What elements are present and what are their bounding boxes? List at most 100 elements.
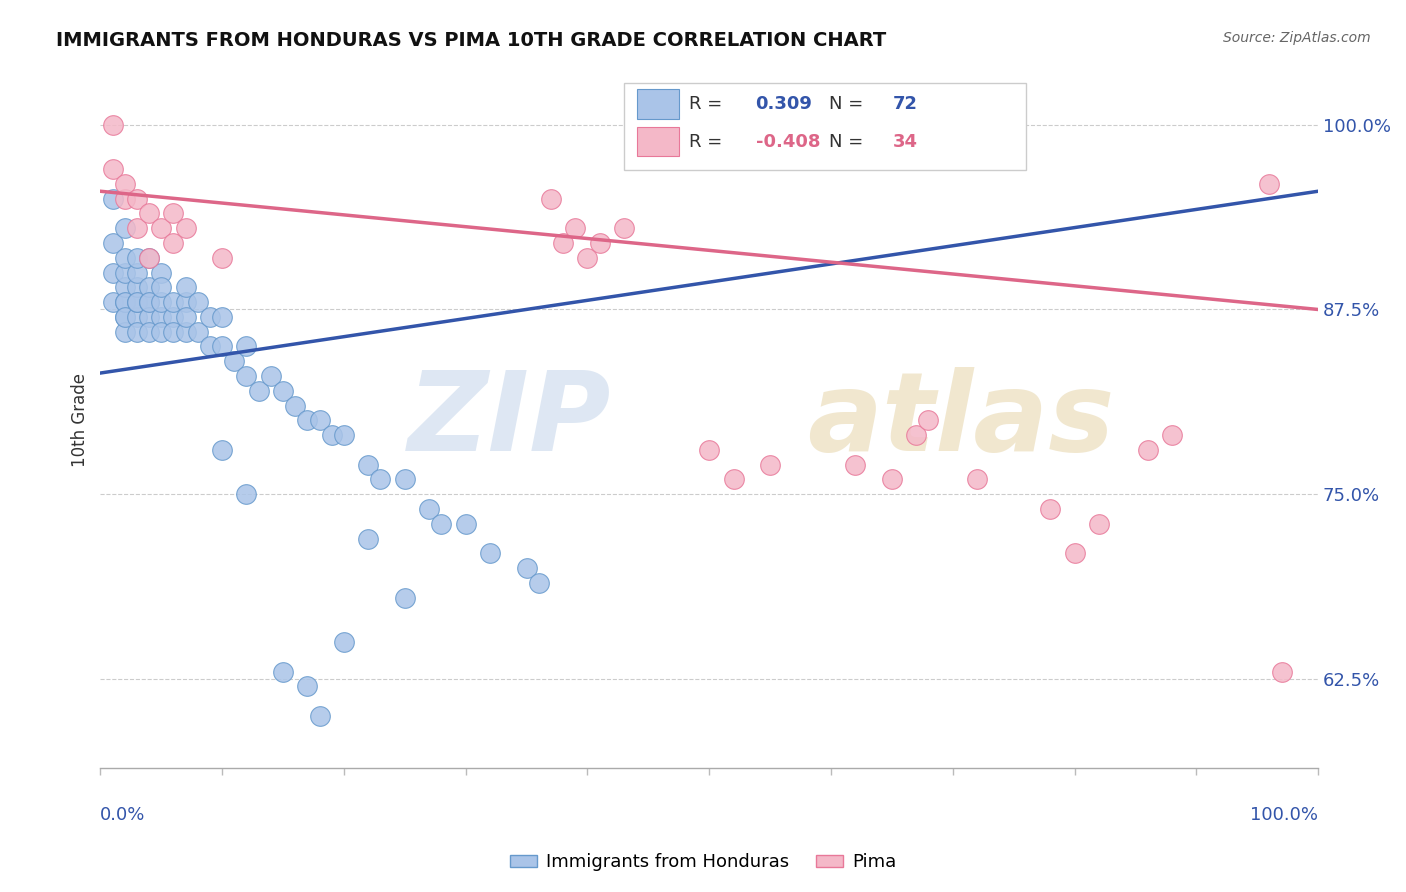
Point	[564, 221, 586, 235]
Point	[966, 473, 988, 487]
Point	[174, 295, 197, 310]
Point	[260, 369, 283, 384]
Point	[138, 251, 160, 265]
FancyBboxPatch shape	[637, 127, 679, 156]
Point	[101, 295, 124, 310]
Point	[114, 177, 136, 191]
Text: 0.309: 0.309	[755, 95, 813, 113]
Point	[1063, 546, 1085, 560]
Point	[1258, 177, 1281, 191]
Point	[162, 295, 184, 310]
Point	[418, 502, 440, 516]
Legend: Immigrants from Honduras, Pima: Immigrants from Honduras, Pima	[502, 847, 904, 879]
Point	[114, 295, 136, 310]
Text: IMMIGRANTS FROM HONDURAS VS PIMA 10TH GRADE CORRELATION CHART: IMMIGRANTS FROM HONDURAS VS PIMA 10TH GR…	[56, 31, 887, 50]
Point	[454, 516, 477, 531]
Point	[211, 310, 233, 324]
Point	[235, 339, 257, 353]
Point	[905, 428, 928, 442]
Point	[150, 266, 173, 280]
Text: atlas: atlas	[807, 367, 1114, 474]
Point	[162, 206, 184, 220]
Point	[125, 266, 148, 280]
Point	[527, 576, 550, 591]
Point	[394, 473, 416, 487]
Point	[114, 192, 136, 206]
Point	[125, 192, 148, 206]
Point	[479, 546, 502, 560]
Point	[125, 325, 148, 339]
Point	[723, 473, 745, 487]
Y-axis label: 10th Grade: 10th Grade	[72, 374, 89, 467]
Point	[588, 235, 610, 250]
Point	[430, 516, 453, 531]
Point	[321, 428, 343, 442]
Point	[150, 310, 173, 324]
Point	[101, 192, 124, 206]
Point	[297, 413, 319, 427]
Text: R =: R =	[689, 95, 727, 113]
Point	[101, 266, 124, 280]
Point	[211, 442, 233, 457]
Point	[174, 325, 197, 339]
Point	[844, 458, 866, 472]
Point	[150, 295, 173, 310]
Point	[125, 221, 148, 235]
Point	[187, 295, 209, 310]
Point	[150, 221, 173, 235]
Point	[138, 206, 160, 220]
Point	[174, 221, 197, 235]
Point	[198, 310, 221, 324]
Point	[114, 310, 136, 324]
Point	[211, 251, 233, 265]
Point	[187, 325, 209, 339]
Text: N =: N =	[828, 133, 869, 151]
Point	[235, 369, 257, 384]
Point	[125, 280, 148, 294]
Point	[613, 221, 636, 235]
Point	[880, 473, 903, 487]
Point	[138, 325, 160, 339]
Point	[101, 162, 124, 177]
Point	[125, 310, 148, 324]
Point	[114, 221, 136, 235]
Point	[162, 235, 184, 250]
Point	[333, 428, 356, 442]
Point	[101, 118, 124, 132]
Point	[101, 235, 124, 250]
Point	[162, 310, 184, 324]
Point	[125, 295, 148, 310]
Point	[138, 295, 160, 310]
Point	[174, 280, 197, 294]
Point	[138, 251, 160, 265]
Point	[516, 561, 538, 575]
Point	[211, 339, 233, 353]
Point	[284, 399, 307, 413]
Point	[150, 325, 173, 339]
Point	[333, 635, 356, 649]
Point	[138, 295, 160, 310]
Point	[553, 235, 575, 250]
Point	[576, 251, 599, 265]
Point	[114, 280, 136, 294]
Point	[1161, 428, 1184, 442]
Point	[271, 665, 294, 679]
Point	[114, 295, 136, 310]
Point	[138, 310, 160, 324]
Point	[357, 458, 380, 472]
Point	[271, 384, 294, 398]
Point	[114, 266, 136, 280]
Point	[540, 192, 562, 206]
Text: Source: ZipAtlas.com: Source: ZipAtlas.com	[1223, 31, 1371, 45]
Point	[162, 325, 184, 339]
Point	[138, 280, 160, 294]
Text: R =: R =	[689, 133, 727, 151]
Point	[1088, 516, 1111, 531]
Point	[1039, 502, 1062, 516]
Point	[1136, 442, 1159, 457]
Point	[1271, 665, 1294, 679]
Point	[174, 310, 197, 324]
FancyBboxPatch shape	[637, 89, 679, 119]
Point	[297, 680, 319, 694]
Point	[125, 251, 148, 265]
